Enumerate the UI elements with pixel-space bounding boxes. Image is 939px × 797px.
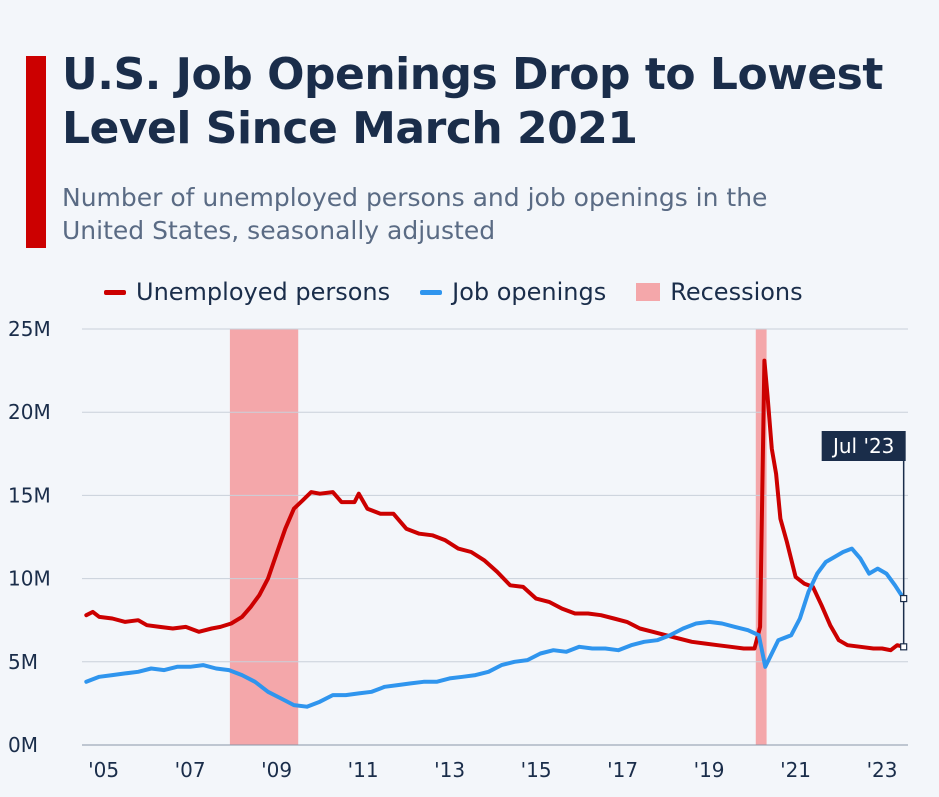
legend-item-recessions: Recessions [636,278,803,306]
y-tick-label: 10M [8,567,51,591]
line-chart: 0M 5M 10M 15M 20M 25M '05 '07 '09 '11 '13 '15 '17 '19… [8,318,908,782]
x-tick-label: '07 [175,758,206,782]
annotation-label: Jul '23 [831,434,894,458]
accent-bar [26,56,46,248]
x-tick-label: '15 [521,758,552,782]
y-tick-label: 5M [8,650,38,674]
x-tick-label: '09 [261,758,292,782]
legend-swatch-unemployed [104,289,126,295]
y-tick-label: 0M [8,733,38,757]
legend-item-openings: Job openings [420,278,606,306]
unemployed-line [84,358,906,653]
chart-title: U.S. Job Openings Drop to Lowest Level S… [62,49,883,154]
legend-label-recessions: Recessions [670,278,803,306]
legend-label-unemployed: Unemployed persons [136,278,391,306]
x-tick-label: '11 [348,758,379,782]
x-tick-label: '17 [607,758,638,782]
x-tick-label: '19 [694,758,725,782]
legend-swatch-recessions [636,283,661,301]
chart-subtitle: Number of unemployed persons and job ope… [62,183,768,245]
annotation-marker-openings [900,594,908,603]
openings-line [84,546,906,709]
legend: Unemployed persons Job openings Recessio… [104,276,803,308]
recession-band-1 [229,329,299,745]
x-tick-label: '21 [780,758,811,782]
legend-swatch-openings [420,289,443,295]
y-tick-label: 25M [8,318,51,341]
legend-item-unemployed: Unemployed persons [104,278,390,306]
legend-label-openings: Job openings [452,278,607,306]
y-tick-label: 20M [8,400,51,424]
x-tick-label: '05 [88,758,119,782]
annotation-box [821,431,906,461]
x-tick-label: '13 [434,758,465,782]
annotation-marker-unemployed [900,643,908,651]
x-tick-label: '23 [867,758,898,782]
y-tick-label: 15M [8,483,51,507]
